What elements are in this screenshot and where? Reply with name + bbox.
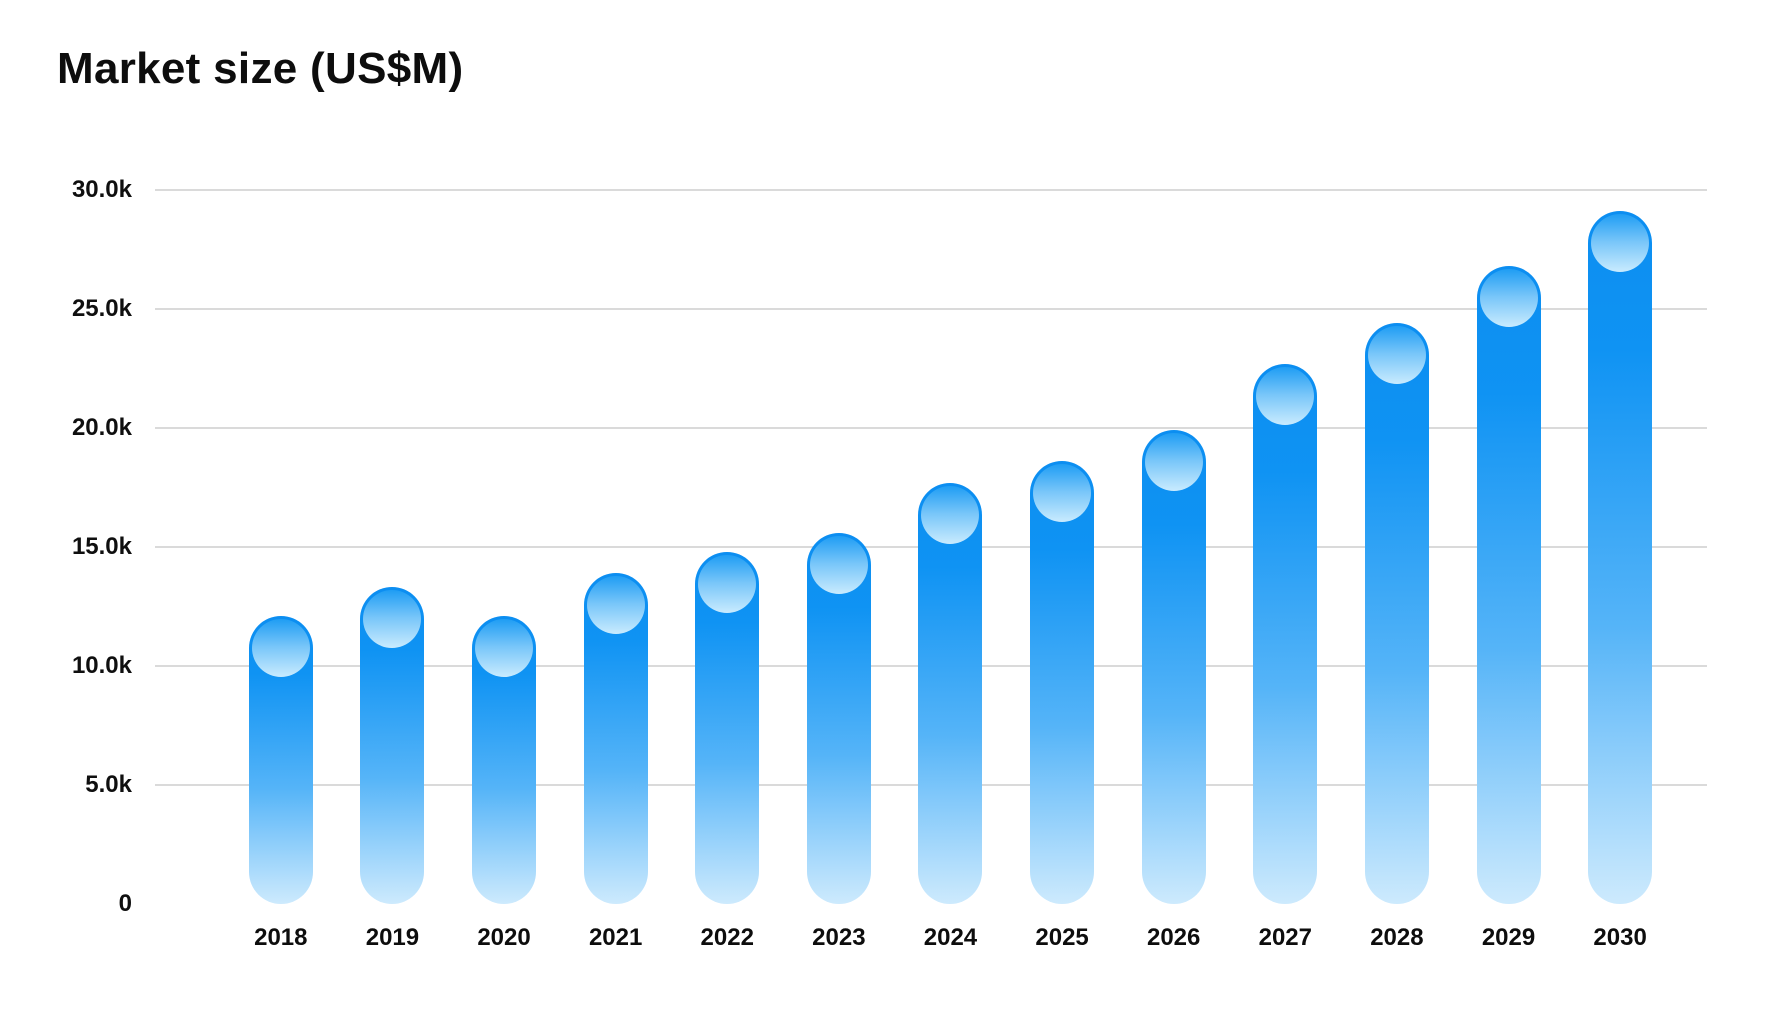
bar-slot	[1006, 190, 1118, 904]
y-axis-tick-label: 30.0k	[71, 176, 132, 203]
gridline	[155, 308, 1707, 310]
bar-slot	[1341, 190, 1453, 904]
bar-2022	[695, 551, 760, 904]
x-axis-label: 2024	[923, 924, 978, 951]
x-axis-label: 2020	[477, 924, 531, 951]
chart-title: Market size (US$M)	[57, 44, 464, 93]
bar-slot	[671, 190, 783, 904]
bar-2024	[918, 482, 983, 904]
y-axis-tick-label: 10.0k	[71, 652, 132, 679]
gridline	[155, 189, 1707, 191]
x-axis-label: 2030	[1593, 924, 1647, 951]
y-axis-tick-label: 15.0k	[71, 533, 132, 560]
bar-cap-ball	[1256, 366, 1315, 425]
x-axis-label: 2018	[254, 924, 308, 951]
bar-cap-ball	[1367, 326, 1426, 385]
bar-slot	[1453, 190, 1565, 904]
bar-cap-ball	[1591, 214, 1650, 273]
bar-2029	[1476, 266, 1541, 904]
bar-2027	[1253, 363, 1318, 904]
bar-cap-ball	[921, 485, 980, 544]
x-axis-label: 2022	[700, 924, 754, 951]
y-axis-tick-label: 0	[118, 890, 132, 917]
x-axis-label: 2029	[1481, 924, 1536, 951]
y-axis-tick-label: 20.0k	[71, 414, 132, 441]
x-axis-label: 2021	[588, 924, 643, 951]
bar-slot	[1118, 190, 1230, 904]
bar-slot	[1564, 190, 1676, 904]
bar-cap-ball	[1033, 464, 1092, 523]
x-axis-label: 2019	[365, 924, 420, 951]
bar-2023	[806, 532, 871, 904]
y-axis-tick-label: 5.0k	[85, 771, 132, 798]
bar-2019	[360, 587, 425, 904]
bar-2030	[1588, 211, 1653, 904]
bar-2025	[1030, 461, 1095, 904]
bars-row	[225, 190, 1676, 904]
x-axis-label: 2028	[1370, 924, 1424, 951]
bar-slot	[337, 190, 449, 904]
bar-2028	[1364, 323, 1429, 904]
x-axis-labels: 2018 2019 2020 2021 2022 2023 2024 2025 2026 2027…	[225, 924, 1676, 952]
bar-slot	[1229, 190, 1341, 904]
bar-cap-ball	[363, 590, 422, 649]
x-axis-label: 2027	[1258, 924, 1312, 951]
bar-cap-ball	[1479, 269, 1538, 328]
bar-cap-ball	[809, 535, 868, 594]
bar-slot	[225, 190, 337, 904]
bar-cap-ball	[586, 576, 645, 635]
bar-slot	[448, 190, 560, 904]
bar-2020	[472, 616, 537, 904]
x-axis-label: 2023	[812, 924, 866, 951]
bar-cap-ball	[251, 619, 310, 678]
bar-cap-ball	[1144, 433, 1203, 492]
bar-slot	[895, 190, 1007, 904]
bar-cap-ball	[475, 619, 534, 678]
bar-slot	[783, 190, 895, 904]
bar-2026	[1141, 430, 1206, 904]
bar-cap-ball	[698, 554, 757, 613]
x-axis-label: 2025	[1035, 924, 1089, 951]
bar-2021	[583, 573, 648, 904]
bar-2018	[248, 616, 313, 904]
x-axis-label: 2026	[1146, 924, 1201, 951]
y-axis-tick-label: 25.0k	[71, 295, 132, 322]
gridline	[155, 427, 1707, 429]
bar-slot	[560, 190, 672, 904]
